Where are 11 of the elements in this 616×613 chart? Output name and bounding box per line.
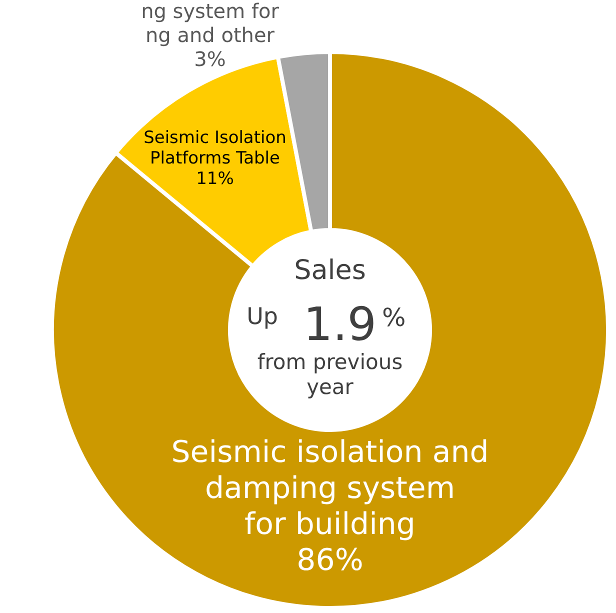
text: Up <box>246 304 278 330</box>
slice-label: Seismic isolation and damping system for building <box>171 435 489 542</box>
text: 1.9 <box>303 297 377 351</box>
slice-label: ng system for ng and other <box>141 0 280 47</box>
data-label: 3% <box>194 47 226 71</box>
text: % <box>382 303 406 332</box>
slice-label: Seismic Isolation Platforms Table <box>144 128 286 168</box>
data-label: 86% <box>296 543 364 578</box>
text: from previous year <box>257 350 403 400</box>
data-label: 11% <box>196 168 234 189</box>
text: Sales <box>294 255 366 286</box>
